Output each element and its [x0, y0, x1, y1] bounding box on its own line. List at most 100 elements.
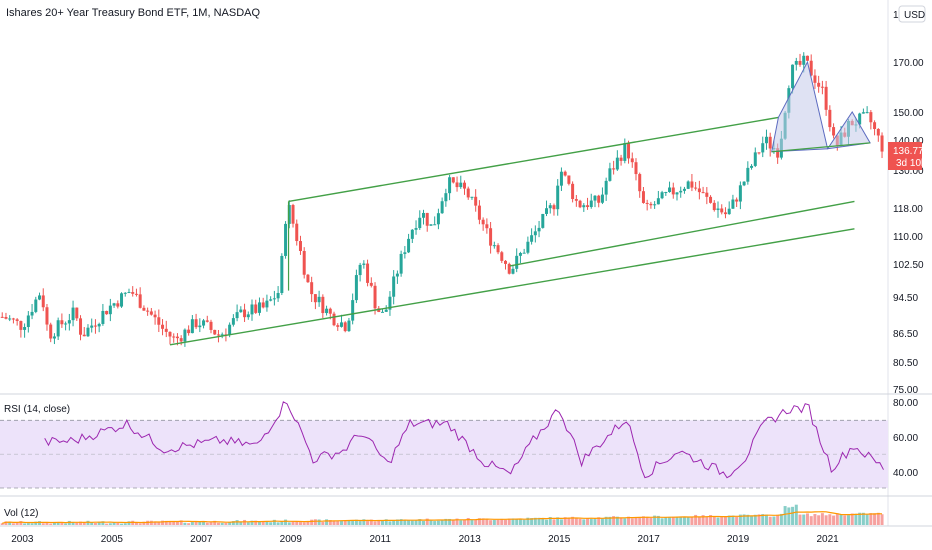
volume-bar [369, 519, 373, 525]
volume-bar [530, 518, 534, 525]
volume-bar [682, 517, 686, 525]
channel-lower-line[interactable] [169, 228, 855, 346]
candle-body [369, 282, 373, 286]
volume-bar [638, 517, 642, 525]
volume-bar [284, 519, 288, 525]
candle-body [518, 252, 522, 256]
candle-body [492, 245, 496, 247]
channel-middle-line[interactable] [509, 200, 855, 267]
volume-bar [239, 522, 243, 525]
volume-bar [15, 522, 19, 525]
currency-badge[interactable]: USD [898, 5, 926, 23]
candle-body [60, 320, 64, 325]
candle-body [246, 314, 250, 318]
candle-body [809, 60, 813, 76]
candle-body [731, 199, 735, 209]
candle-body [530, 235, 534, 242]
volume-bar [548, 517, 552, 525]
candle-body [578, 200, 582, 208]
candle-body [832, 127, 836, 136]
candle-body [436, 213, 440, 225]
candle-body [753, 152, 757, 166]
volume-bar [291, 521, 295, 525]
pattern-neckline[interactable] [771, 142, 871, 153]
volume-bar [4, 521, 8, 525]
volume-bar [399, 519, 403, 525]
volume-bar [492, 520, 496, 525]
volume-bar [108, 523, 112, 525]
volume-bar [500, 518, 504, 525]
candle-body [146, 310, 150, 312]
candle-body [656, 198, 660, 205]
candle-body [328, 308, 332, 314]
candle-body [750, 165, 754, 168]
volume-bar [183, 522, 187, 525]
volume-bar [30, 523, 34, 525]
volume-bar [828, 514, 832, 525]
pattern-right-triangle[interactable] [826, 111, 871, 150]
volume-bar [243, 519, 247, 525]
volume-bar [205, 522, 209, 525]
volume-bar [742, 514, 746, 525]
price-axis[interactable]: 75.00 80.50 86.50 94.50 102.50 110.00 118.00 14… [893, 58, 924, 396]
candle-body [761, 143, 765, 153]
candle-body [209, 321, 213, 330]
candle-body [306, 274, 310, 283]
candle-body [105, 310, 109, 315]
volume-bar [410, 520, 414, 525]
candle-body [746, 167, 750, 182]
candle-body [250, 304, 254, 315]
volume-bar [817, 515, 821, 525]
candle-body [276, 293, 280, 299]
candle-body [79, 318, 83, 335]
volume-bar [90, 522, 94, 525]
candle-body [634, 162, 638, 175]
candle-body [630, 158, 634, 163]
volume-bar [526, 517, 530, 525]
x-tick-label: 2013 [459, 534, 482, 545]
rsi-tick-40: 40.00 [893, 468, 918, 479]
candle-body [727, 208, 731, 215]
volume-bar [26, 523, 30, 525]
volume-bar [686, 517, 690, 525]
volume-bar [880, 514, 884, 525]
pattern-left-triangle[interactable] [771, 60, 829, 153]
volume-bar [276, 522, 280, 525]
volume-bar [134, 522, 138, 525]
candle-body [23, 327, 27, 330]
candle-body [709, 196, 713, 203]
candle-body [686, 181, 690, 189]
candle-body [164, 328, 168, 332]
volume-bar [563, 517, 567, 525]
volume-bar [317, 519, 321, 525]
volume-bar [101, 521, 105, 525]
candle-body [794, 60, 798, 65]
candle-body [395, 273, 399, 277]
candle-body [131, 292, 135, 294]
volume-bar [764, 514, 768, 525]
candle-body [556, 185, 560, 210]
candle-body [157, 317, 161, 325]
candle-body [112, 303, 116, 306]
candle-body [373, 285, 377, 309]
candle-body [142, 307, 146, 311]
time-axis[interactable]: 2003 2005 2007 2009 2011 2013 2015 2017 2019 2021 [11, 534, 839, 545]
volume-bar [597, 517, 601, 525]
y-tick-label: 94.50 [893, 293, 918, 304]
volume-bar [366, 521, 370, 525]
volume-bar [712, 516, 716, 525]
y-tick-label: 150.00 [893, 108, 924, 119]
channel-upper-line[interactable] [288, 116, 779, 203]
volume-bar [656, 515, 660, 525]
candle-body [735, 199, 739, 202]
candle-body [664, 192, 668, 194]
x-tick-label: 2017 [638, 534, 661, 545]
volume-bar [257, 521, 261, 525]
y-tick-label: 86.50 [893, 329, 918, 340]
candle-body [377, 308, 381, 313]
volume-bar [723, 516, 727, 525]
candle-body [600, 194, 604, 203]
candle-body [179, 338, 183, 342]
volume-bar [623, 518, 627, 525]
